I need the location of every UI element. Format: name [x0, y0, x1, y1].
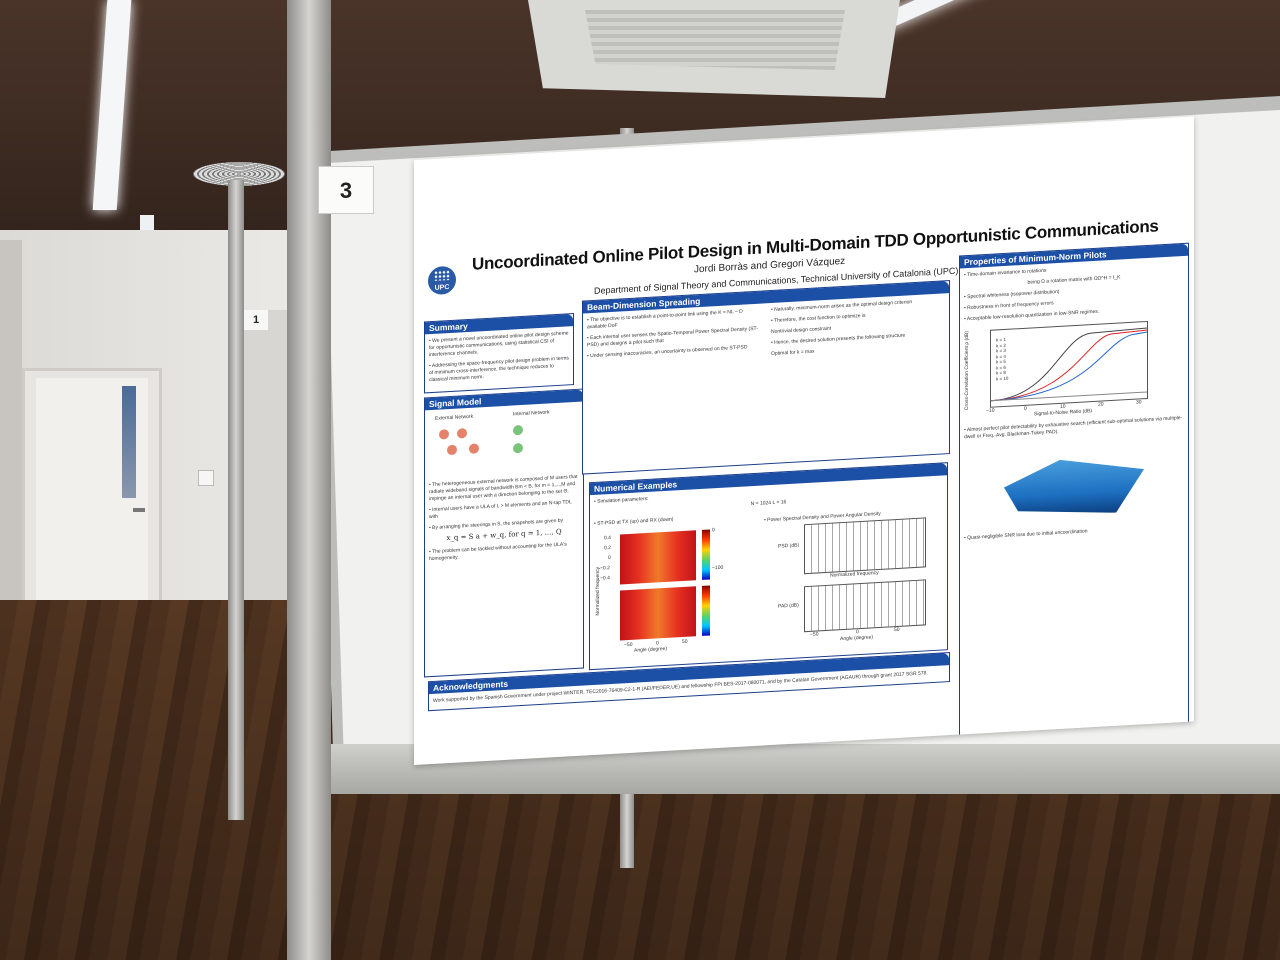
- detection-surface-plot: [964, 433, 1184, 531]
- external-node: [439, 429, 449, 440]
- heatmap-ylabel: Normalized frequency: [594, 566, 601, 616]
- heatmap-ytick: 0: [608, 554, 611, 562]
- numex-body: Simulation parameters: N = 1024 L = 16 S…: [594, 479, 943, 667]
- network-diagram: External Network Internal Network: [429, 408, 579, 476]
- support-pole-front: [287, 0, 331, 960]
- corr-xtick: 20: [1098, 401, 1104, 408]
- external-node: [447, 444, 457, 456]
- cbar-tick: 0: [712, 527, 715, 534]
- heatmap-xtick: 50: [682, 638, 688, 646]
- colorbar-tx: [702, 529, 710, 580]
- correlation-legend: k = 1 k = 2 k = 3 k = 4 k = 5 k = 6 k = …: [996, 337, 1008, 382]
- diagram-label-external: External Network: [435, 413, 474, 422]
- logo-dots: [434, 269, 450, 281]
- detection-surface: [1004, 441, 1144, 519]
- summary-section: Summary We present a novel uncoordinated…: [424, 313, 574, 394]
- door-window: [122, 386, 136, 498]
- pad-curves: [805, 580, 925, 632]
- side-panel-number: 1: [244, 310, 268, 330]
- corr-ylabel: Cross-Correlation Coefficient ρ (dB): [964, 330, 971, 411]
- summary-bullet: Addressing the space-frequency pilot des…: [429, 355, 569, 384]
- internal-node: [513, 442, 523, 454]
- legend-entry: k = 10: [996, 375, 1009, 381]
- colorbar-rx: [702, 585, 710, 636]
- signal-model-section: Signal Model External Network Internal N…: [424, 388, 584, 678]
- psd-xlabel: Normalized frequency: [830, 570, 879, 579]
- heatmap-rx: [620, 586, 696, 641]
- logo-text: UPC: [434, 284, 450, 292]
- external-node: [457, 428, 467, 439]
- pad-ylabel: PAD (dB): [778, 602, 799, 610]
- correlation-plot: k = 1 k = 2 k = 3 k = 4 k = 5 k = 6 k = …: [964, 315, 1184, 423]
- signal-bullet: The heterogeneous external network is co…: [429, 474, 579, 503]
- support-pole-back: [228, 180, 244, 820]
- numerical-examples-section: Numerical Examples Simulation parameters…: [589, 462, 948, 671]
- psd-curves: [805, 518, 925, 574]
- summary-bullet: We present a novel uncoordinated online …: [429, 330, 569, 359]
- properties-body: Time-domain invariance to rotations bein…: [964, 260, 1184, 740]
- correlation-axes: [990, 320, 1148, 408]
- cbar-tick: −100: [712, 564, 724, 572]
- heatmap-ytick: 0.4: [604, 534, 611, 542]
- diagram-label-internal: Internal Network: [513, 409, 550, 418]
- signal-model-body: External Network Internal Network The he…: [429, 406, 579, 674]
- pad-xtick: 50: [894, 626, 900, 634]
- psd-ylabel: PSD (dB): [778, 542, 800, 550]
- research-poster: UPC Uncoordinated Online Pilot Design in…: [414, 116, 1194, 765]
- internal-node: [513, 424, 523, 436]
- signal-bullet: The problem can be tackled without accou…: [429, 541, 579, 563]
- properties-section: Properties of Minimum-Norm Pilots Time-d…: [959, 242, 1189, 744]
- corr-xtick: 0: [1024, 405, 1027, 412]
- psd-plot: [804, 517, 926, 575]
- heatmap-tx: [620, 530, 696, 585]
- summary-body: We present a novel uncoordinated online …: [429, 330, 569, 390]
- door-handle: [133, 508, 145, 512]
- external-node: [469, 443, 479, 454]
- board-number-sign: 3: [318, 166, 374, 214]
- corr-xtick: 30: [1136, 399, 1142, 406]
- air-conditioner-grille: [585, 10, 845, 70]
- st-psd-heatmaps: 0 −100 0.4 0.2 0 −0.2 −0.4 −50 0 50 Angl…: [594, 512, 943, 654]
- pad-xtick: −50: [810, 631, 819, 638]
- pad-xlabel: Angle (degree): [840, 634, 874, 643]
- beam-body: The objective is to establish a point-to…: [587, 297, 945, 471]
- heatmap-xtick: −50: [624, 641, 633, 649]
- pad-plot: [804, 579, 926, 633]
- heatmap-xlabel: Angle (degree): [634, 645, 668, 654]
- corr-xtick: −10: [986, 407, 995, 415]
- upc-logo: UPC: [428, 265, 456, 296]
- light-switch: [198, 470, 214, 486]
- correlation-curves: [990, 327, 1148, 402]
- beam-dimension-section: Beam-Dimension Spreading The objective i…: [582, 280, 950, 475]
- corr-xlabel: Signal-to-Noise Ratio (dB): [1034, 408, 1093, 418]
- heatmap-ytick: 0.2: [604, 544, 611, 552]
